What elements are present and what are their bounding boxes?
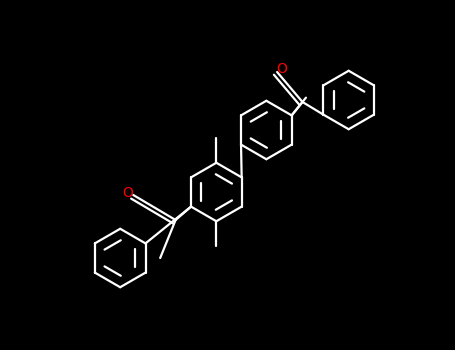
Text: O: O xyxy=(276,62,287,76)
Text: O: O xyxy=(122,186,133,200)
